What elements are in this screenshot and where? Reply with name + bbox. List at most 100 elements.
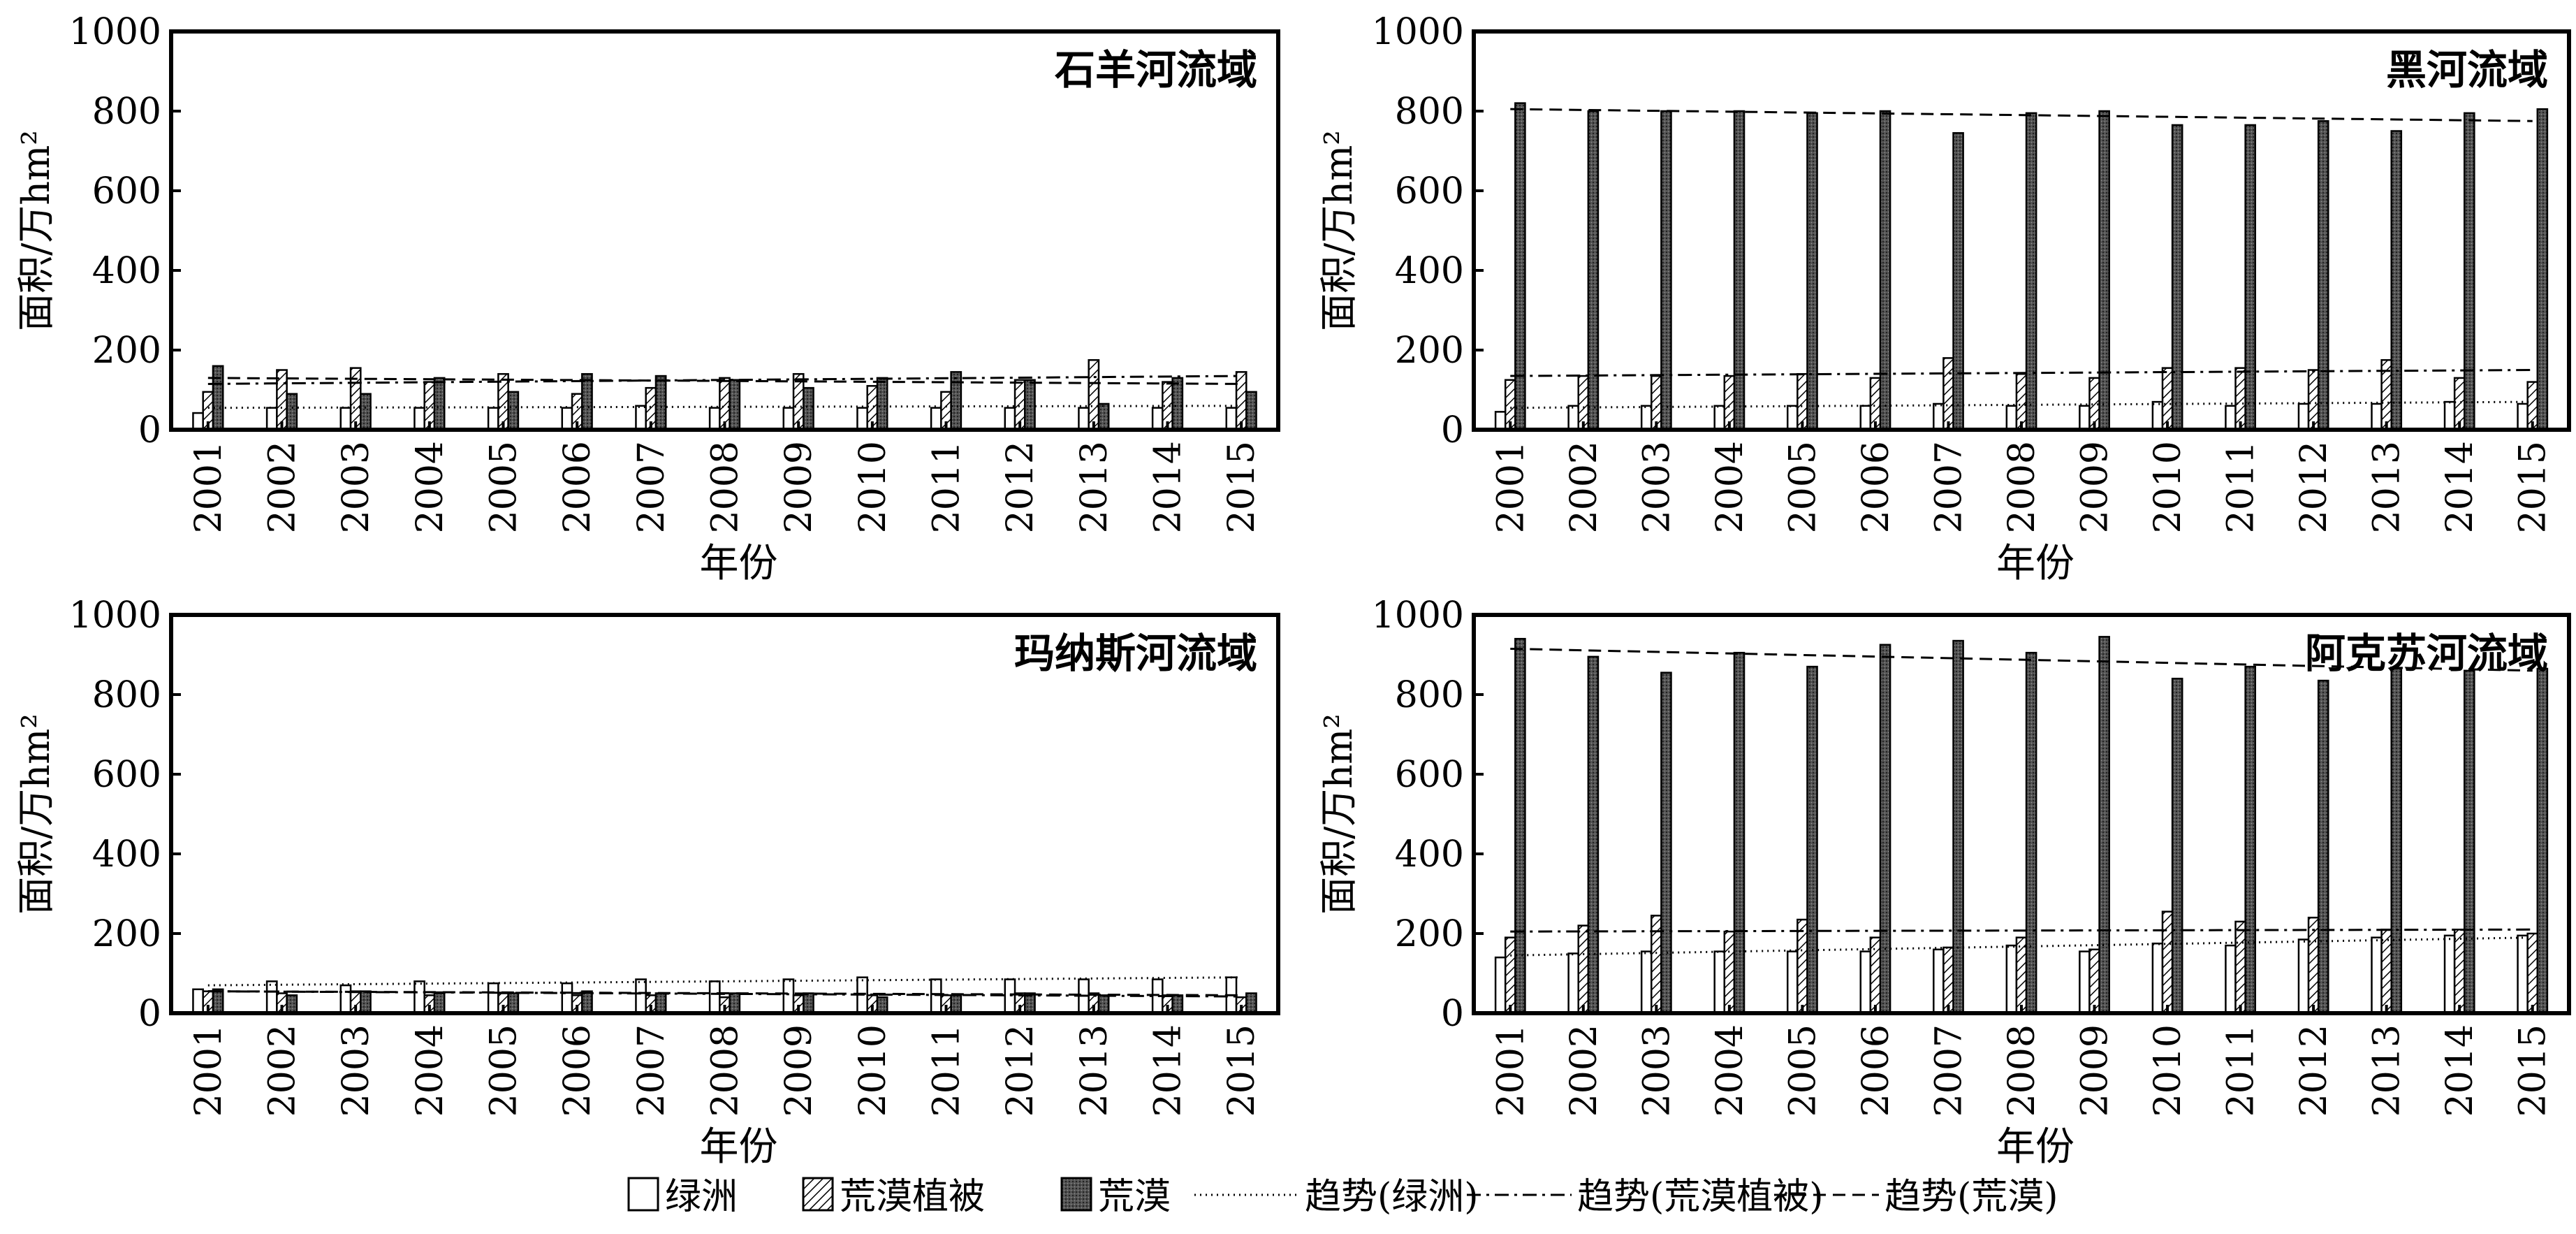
bar-desert bbox=[2390, 667, 2403, 1015]
bar-oasis bbox=[2079, 950, 2091, 1015]
plot-frame bbox=[169, 29, 1280, 432]
bar-veg bbox=[1796, 918, 1808, 1015]
bar-desert bbox=[1879, 110, 1891, 431]
x-tick-label: 2009 bbox=[778, 441, 820, 533]
x-tick-label: 2014 bbox=[2439, 1024, 2481, 1117]
bar-oasis bbox=[1567, 952, 1579, 1015]
trend-line-t_desert bbox=[1510, 108, 2533, 122]
bar-veg bbox=[2307, 916, 2320, 1015]
bar-desert bbox=[212, 988, 224, 1015]
y-tick-label: 600 bbox=[92, 170, 161, 212]
x-tick-label: 2002 bbox=[1563, 1024, 1605, 1117]
x-tick-label: 2003 bbox=[1636, 1024, 1678, 1117]
bar-oasis bbox=[1713, 405, 1726, 431]
bar-desert bbox=[803, 992, 814, 1015]
bar-oasis bbox=[487, 982, 499, 1015]
bar-oasis bbox=[708, 980, 721, 1015]
bar-veg bbox=[2526, 932, 2539, 1015]
x-tick-label: 2012 bbox=[2293, 1024, 2335, 1117]
panel-title: 阿克苏河流域 bbox=[2305, 630, 2548, 677]
x-tick-label: 2004 bbox=[409, 1024, 451, 1117]
bar-oasis bbox=[265, 407, 278, 431]
x-tick-label: 2003 bbox=[335, 441, 377, 533]
bar-oasis bbox=[1494, 956, 1507, 1015]
x-axis-label: 年份 bbox=[1996, 1124, 2074, 1170]
bar-desert bbox=[286, 994, 298, 1015]
bar-oasis bbox=[339, 984, 352, 1015]
bar-oasis bbox=[2371, 936, 2383, 1015]
bar-oasis bbox=[1713, 950, 1726, 1015]
x-tick-label: 2013 bbox=[1074, 1024, 1115, 1117]
x-tick-label: 2015 bbox=[2512, 1024, 2554, 1117]
x-tick-label: 2010 bbox=[852, 1024, 894, 1117]
bar-veg bbox=[1869, 936, 1882, 1015]
bar-oasis bbox=[561, 982, 573, 1015]
bar-desert bbox=[654, 375, 667, 431]
x-tick-label: 2011 bbox=[926, 1024, 968, 1117]
bar-desert bbox=[1587, 110, 1600, 431]
bar-oasis bbox=[708, 407, 721, 431]
bar-desert bbox=[507, 992, 520, 1015]
bar-oasis bbox=[1640, 405, 1653, 431]
y-tick-label: 200 bbox=[1395, 330, 1464, 372]
y-tick-label: 0 bbox=[138, 409, 161, 451]
bar-desert bbox=[876, 996, 888, 1015]
x-axis-label: 年份 bbox=[700, 541, 778, 586]
bar-desert bbox=[2464, 112, 2475, 431]
y-axis-label: 面积/万hm² bbox=[1317, 130, 1361, 331]
bar-oasis bbox=[339, 407, 352, 431]
bar-desert bbox=[1879, 644, 1891, 1015]
bar-veg bbox=[2453, 929, 2466, 1015]
bar-desert bbox=[2171, 677, 2183, 1015]
bar-oasis bbox=[2517, 402, 2529, 431]
bar-desert bbox=[1733, 110, 1746, 431]
bar-oasis bbox=[635, 978, 647, 1015]
bar-oasis bbox=[856, 407, 868, 431]
bar-oasis bbox=[414, 980, 425, 1015]
bar-oasis bbox=[2297, 938, 2310, 1015]
bar-desert bbox=[1587, 655, 1600, 1015]
y-axis-label: 面积/万hm² bbox=[14, 713, 58, 915]
trend-line-t_veg bbox=[1510, 369, 2533, 377]
x-tick-label: 2009 bbox=[2074, 1024, 2116, 1117]
x-tick-label: 2007 bbox=[1928, 1024, 1970, 1117]
bar-oasis bbox=[414, 407, 425, 431]
bar-oasis bbox=[561, 407, 573, 431]
y-tick-label: 600 bbox=[1395, 170, 1464, 212]
x-tick-label: 2004 bbox=[409, 441, 451, 533]
x-axis-label: 年份 bbox=[1996, 541, 2074, 586]
trend-line-t_veg bbox=[1510, 928, 2533, 933]
bar-veg bbox=[2234, 367, 2246, 431]
bar-desert bbox=[1952, 639, 1964, 1015]
bar-veg bbox=[1577, 924, 1590, 1015]
chart-panel-1: 0 200 400 600 800 1000 面积/万hm² 2001 2002 2003 2004… bbox=[14, 11, 1280, 586]
legend-label: 荒漠 bbox=[1098, 1176, 1171, 1218]
bar-desert bbox=[1733, 651, 1746, 1015]
x-tick-label: 2005 bbox=[1782, 441, 1824, 533]
bar-desert bbox=[1514, 102, 1526, 431]
bar-oasis bbox=[2005, 944, 2018, 1015]
bar-desert bbox=[2171, 124, 2183, 431]
legend-label: 趋势(荒漠植被) bbox=[1577, 1176, 1824, 1218]
legend-item-desert: 荒漠 bbox=[1060, 1176, 1171, 1218]
x-tick-label: 2006 bbox=[557, 441, 599, 533]
bar-oasis bbox=[265, 980, 278, 1015]
x-tick-label: 2011 bbox=[926, 441, 968, 533]
bar-oasis bbox=[2297, 402, 2310, 431]
x-tick-label: 2005 bbox=[483, 441, 525, 533]
bar-desert bbox=[433, 377, 446, 431]
x-tick-label: 2002 bbox=[262, 1024, 304, 1117]
y-tick-label: 1000 bbox=[69, 595, 161, 637]
bar-desert bbox=[654, 992, 667, 1015]
bar-oasis bbox=[635, 405, 647, 431]
bar-oasis bbox=[192, 988, 204, 1015]
bar-oasis bbox=[1933, 402, 1945, 431]
x-tick-label: 2008 bbox=[705, 1024, 747, 1117]
x-tick-label: 2011 bbox=[2220, 1024, 2262, 1117]
bar-desert bbox=[2098, 110, 2110, 431]
y-tick-label: 1000 bbox=[1372, 11, 1464, 53]
bar-desert bbox=[2536, 667, 2549, 1015]
bar-desert bbox=[2098, 636, 2110, 1015]
x-tick-label: 2012 bbox=[2293, 441, 2335, 533]
